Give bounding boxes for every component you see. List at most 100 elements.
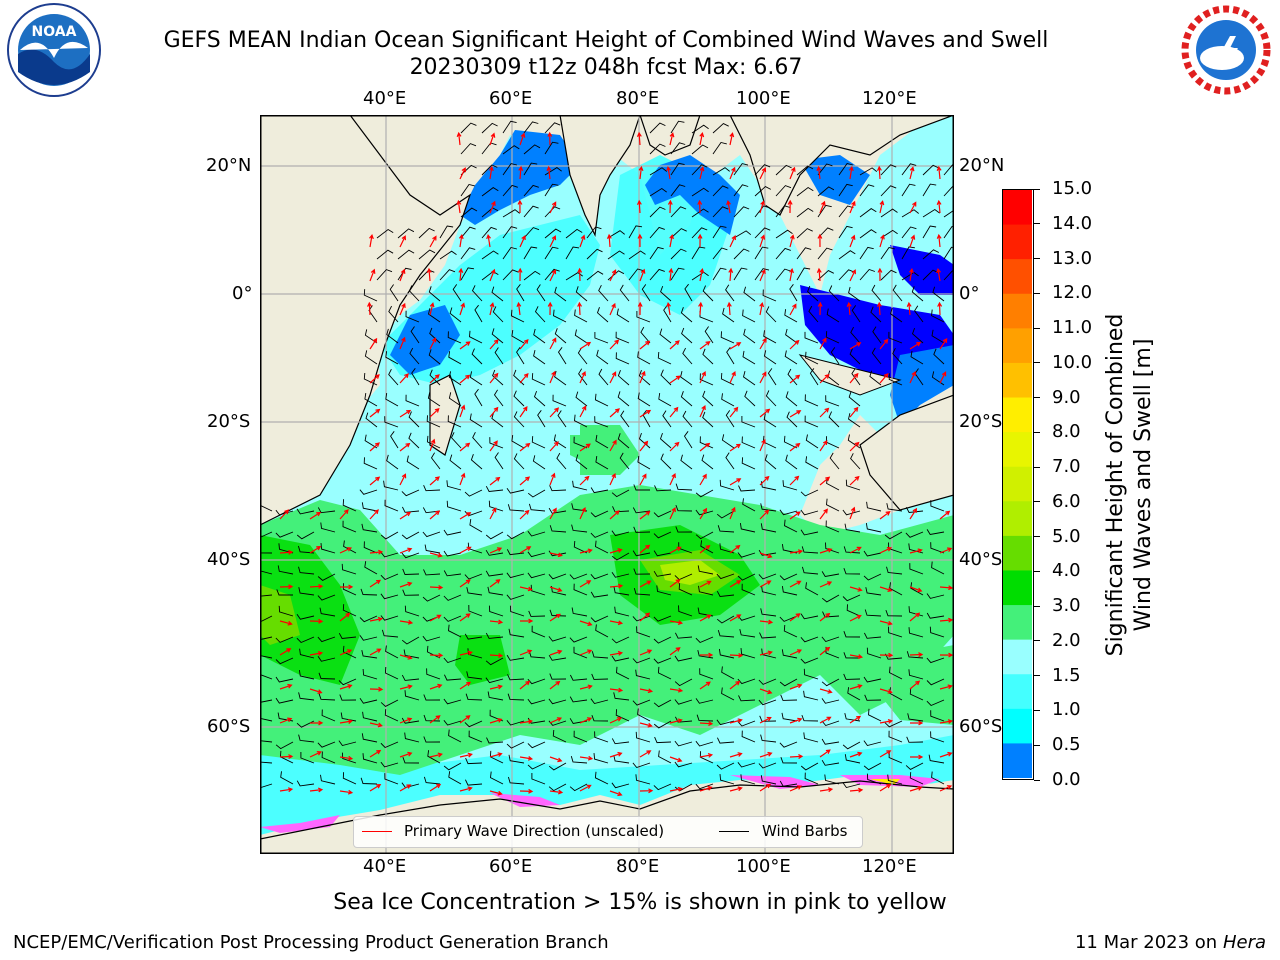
wind-barb [523,270,541,281]
wind-barb [905,531,924,538]
wind-barb [725,284,735,302]
wind-barb [443,615,462,622]
wind-barb [697,565,714,575]
wind-barb [911,286,924,302]
wind-barb [491,286,504,302]
colorbar-tick-mark [1034,675,1040,677]
wind-barb [675,483,693,491]
wave-direction-arrow [609,371,617,384]
wave-direction-arrow [579,580,592,588]
wind-barb [796,228,813,239]
wind-barb [296,531,315,540]
wind-barb [775,247,791,260]
wind-barb [297,545,315,554]
wind-barb [741,583,756,596]
wind-barb [485,632,504,639]
wind-barb [674,761,693,768]
wind-barb [889,666,903,680]
wind-barb [364,434,378,449]
wind-barb [763,413,777,428]
wave-direction-arrow [939,652,954,658]
wave-direction-arrow [697,233,703,248]
wind-barb [338,740,357,747]
wind-barb [491,412,504,428]
wind-barb [695,740,714,747]
wind-barb [701,454,714,470]
wave-direction-arrow [879,234,885,248]
wave-direction-arrow [789,303,797,316]
wind-barb [443,674,462,681]
wind-barb [552,394,567,407]
wind-barb [789,284,798,302]
wave-direction-arrow [729,680,741,690]
wind-barb [376,228,394,239]
wind-barb [537,410,546,428]
wind-barb [784,309,798,323]
wind-barb [733,248,750,260]
wind-barb [784,519,798,533]
wind-barb [471,348,483,365]
wave-direction-arrow [399,235,406,248]
wave-direction-arrow [639,340,651,350]
wind-barb [890,307,903,323]
wind-barb [758,573,777,580]
wind-barb [443,529,462,536]
wind-barb [922,208,940,218]
wave-direction-arrow [519,442,531,452]
wind-barb [887,774,903,785]
wind-barb [492,306,504,323]
wind-barb [720,372,735,386]
wind-barb [548,698,567,705]
wave-direction-arrow [549,789,564,795]
wave-direction-arrow [639,440,649,452]
wave-direction-arrow [609,650,624,656]
wave-direction-arrow [636,199,642,214]
wind-barb [449,307,462,323]
wave-direction-arrow [759,371,767,384]
wind-barb [911,327,924,344]
wave-direction-arrow [729,652,744,658]
wave-direction-arrow [879,586,893,592]
wave-direction-arrow [849,684,863,690]
wave-direction-arrow [429,407,440,418]
wind-barb [363,541,378,554]
wind-barb [361,523,378,533]
wave-direction-arrow [549,235,557,248]
wind-barb [909,772,924,785]
wind-barb [725,452,735,470]
wave-direction-arrow [729,718,743,724]
wind-barb [481,226,497,239]
wind-barb [404,605,420,617]
wave-direction-arrow [429,614,442,622]
wind-barb [737,573,756,581]
wind-barb [572,480,588,491]
wind-barb [594,416,609,428]
wave-direction-arrow [639,510,651,520]
wind-barb [549,673,567,680]
wave-direction-arrow [849,715,862,724]
colorbar-segment [1003,743,1032,778]
wave-direction-arrow [669,579,681,588]
wind-barb [838,269,855,281]
wind-barb [573,646,588,659]
wave-direction-arrow [489,406,499,418]
wave-direction-arrow [609,510,620,520]
wave-direction-arrow [609,583,624,589]
wind-barb [569,674,588,681]
wave-direction-arrow [789,580,802,588]
wind-barb [800,529,819,536]
wave-direction-arrow [939,371,947,384]
wave-direction-arrow [609,620,624,626]
wind-barb [317,573,336,581]
wave-direction-arrow [367,301,372,316]
wind-barb [908,543,924,554]
wind-barb [443,720,462,726]
wind-barb [613,586,630,596]
colorbar-segment [1003,293,1032,329]
wind-barb [765,390,777,407]
wave-direction-arrow [789,166,796,180]
wind-barb [716,719,735,726]
wind-barb [662,410,672,428]
wave-direction-arrow [489,684,503,690]
wave-direction-arrow [789,374,801,384]
